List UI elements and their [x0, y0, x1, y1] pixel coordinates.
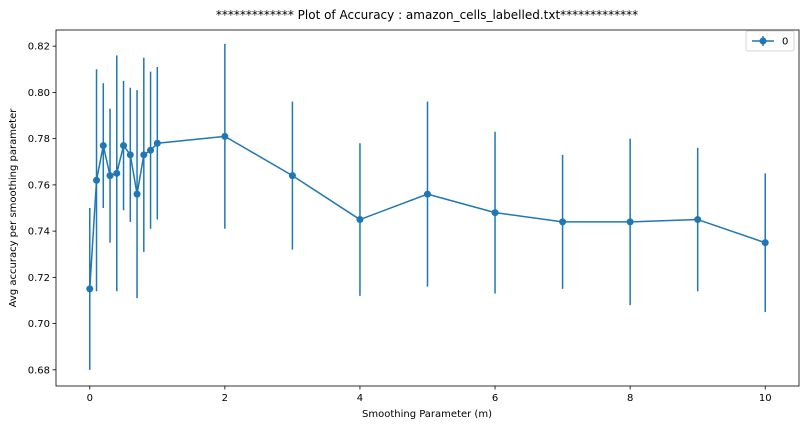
y-tick-label: 0.70 [28, 319, 50, 330]
data-point [106, 172, 114, 180]
y-tick-label: 0.74 [28, 227, 50, 238]
data-point [491, 209, 499, 217]
legend: 0 [745, 30, 795, 52]
data-point [626, 218, 634, 226]
y-tick-label: 0.68 [28, 365, 50, 376]
data-point [559, 218, 567, 226]
data-point [99, 142, 107, 150]
data-point [153, 139, 161, 147]
x-tick-label: 10 [759, 393, 772, 404]
data-point [93, 176, 101, 184]
data-point [288, 172, 296, 180]
data-point [120, 142, 128, 150]
y-axis-label: Avg accuracy per smoothing parameter [8, 108, 19, 308]
y-tick-label: 0.76 [28, 180, 50, 191]
data-point [694, 216, 702, 224]
y-tick-label: 0.72 [28, 273, 50, 284]
chart-title: ************* Plot of Accuracy : amazon_… [216, 8, 638, 22]
data-point [221, 132, 229, 140]
legend-marker [759, 37, 767, 45]
legend-label: 0 [782, 37, 788, 48]
x-axis-label: Smoothing Parameter (m) [362, 409, 492, 420]
data-point [140, 151, 148, 159]
y-tick-label: 0.78 [28, 134, 50, 145]
plot-area [86, 43, 769, 370]
data-point [133, 190, 141, 198]
y-tick-label: 0.80 [28, 88, 50, 99]
x-tick-label: 6 [492, 393, 498, 404]
data-point [126, 151, 134, 159]
data-point [86, 285, 94, 293]
x-tick-label: 0 [87, 393, 93, 404]
data-point [356, 216, 364, 224]
x-axis: 0 2 4 6 8 10 [87, 386, 772, 404]
data-point [424, 190, 431, 198]
x-tick-label: 8 [627, 393, 633, 404]
x-tick-label: 4 [357, 393, 363, 404]
data-point [113, 169, 121, 177]
y-tick-label: 0.82 [28, 42, 50, 53]
x-tick-label: 2 [222, 393, 228, 404]
y-axis: 0.68 0.70 0.72 0.74 0.76 0.78 0.80 0.82 [28, 42, 56, 376]
data-point [761, 239, 769, 247]
data-point [147, 146, 155, 154]
axes-frame [55, 29, 800, 387]
